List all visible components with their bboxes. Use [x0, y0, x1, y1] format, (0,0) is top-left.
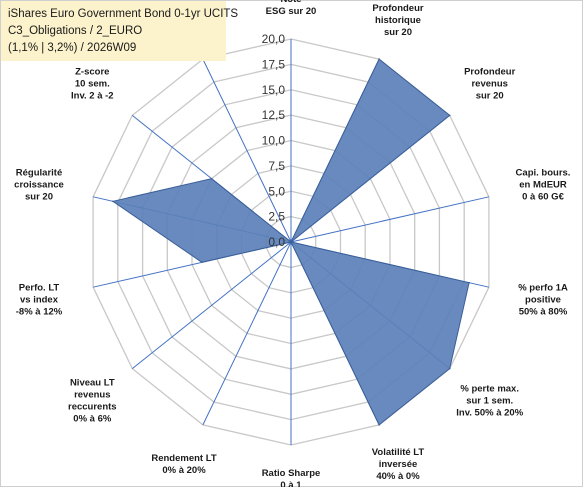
axis-label: % perfo 1A positive 50% à 80%: [518, 283, 568, 318]
axis-label: Perfo. LT vs index -8% à 12%: [16, 283, 63, 318]
radial-tick-label: 2,5: [268, 210, 285, 224]
axis-label: Niveau LT revenus reccurents 0% à 6%: [68, 378, 117, 425]
series-point: [468, 281, 470, 284]
chart-title-box: iShares Euro Government Bond 0-1yr UCITS…: [1, 1, 238, 61]
axis-spoke: [202, 58, 292, 243]
axis-label: Rendement LT 0% à 20%: [151, 453, 216, 476]
series-point: [448, 367, 451, 370]
axis-label: Capi. bours. en MdEUR 0 à 60 G€: [516, 168, 571, 203]
chart-period: (1,1% | 3,2%) / 2026W09: [8, 42, 137, 54]
series-point: [112, 200, 114, 203]
series-point: [448, 114, 451, 117]
radial-tick-label: 20,0: [262, 32, 286, 46]
axis-label: Profondeur revenus sur 20: [464, 67, 515, 102]
chart-category: C3_Obligations / 2_EURO: [8, 25, 143, 37]
series-point: [378, 58, 380, 60]
series-point: [201, 261, 203, 264]
axis-spoke: [290, 196, 490, 243]
radial-tick-label: 15,0: [262, 83, 286, 97]
radial-tick-label: 17,5: [262, 57, 286, 71]
series-point: [210, 177, 213, 180]
chart-title: iShares Euro Government Bond 0-1yr UCITS: [8, 8, 239, 20]
radial-tick-label: 10,0: [262, 134, 286, 148]
series-point: [378, 424, 380, 426]
axis-label: Profondeur historique sur 20: [372, 3, 423, 38]
series-point: [290, 241, 292, 243]
axis-label: % perte max. sur 1 sem. Inv. 50% à 20%: [456, 384, 523, 419]
axis-label: Ratio Sharpe 0 à 1: [262, 468, 321, 487]
radial-tick-labels: 0,0 2,5 5,0 7,5 10,0 12,5 15,0 17,5 20,0: [262, 32, 286, 249]
radar-series: [111, 58, 470, 426]
radial-tick-label: 7,5: [268, 159, 285, 173]
axis-label: Régularité croissance sur 20: [14, 168, 64, 203]
axis-label: Z-score 10 sem. Inv. 2 à -2: [71, 67, 114, 102]
axis-spoke: [131, 241, 292, 369]
radial-tick-label: 0,0: [268, 235, 285, 249]
axis-label: Volatilité LT inversée 40% à 0%: [372, 447, 425, 482]
radial-tick-label: 12,5: [262, 108, 286, 122]
axis-label: NoteESG sur 20: [266, 0, 317, 17]
axis-spoke: [202, 241, 292, 426]
radial-tick-label: 5,0: [268, 184, 285, 198]
